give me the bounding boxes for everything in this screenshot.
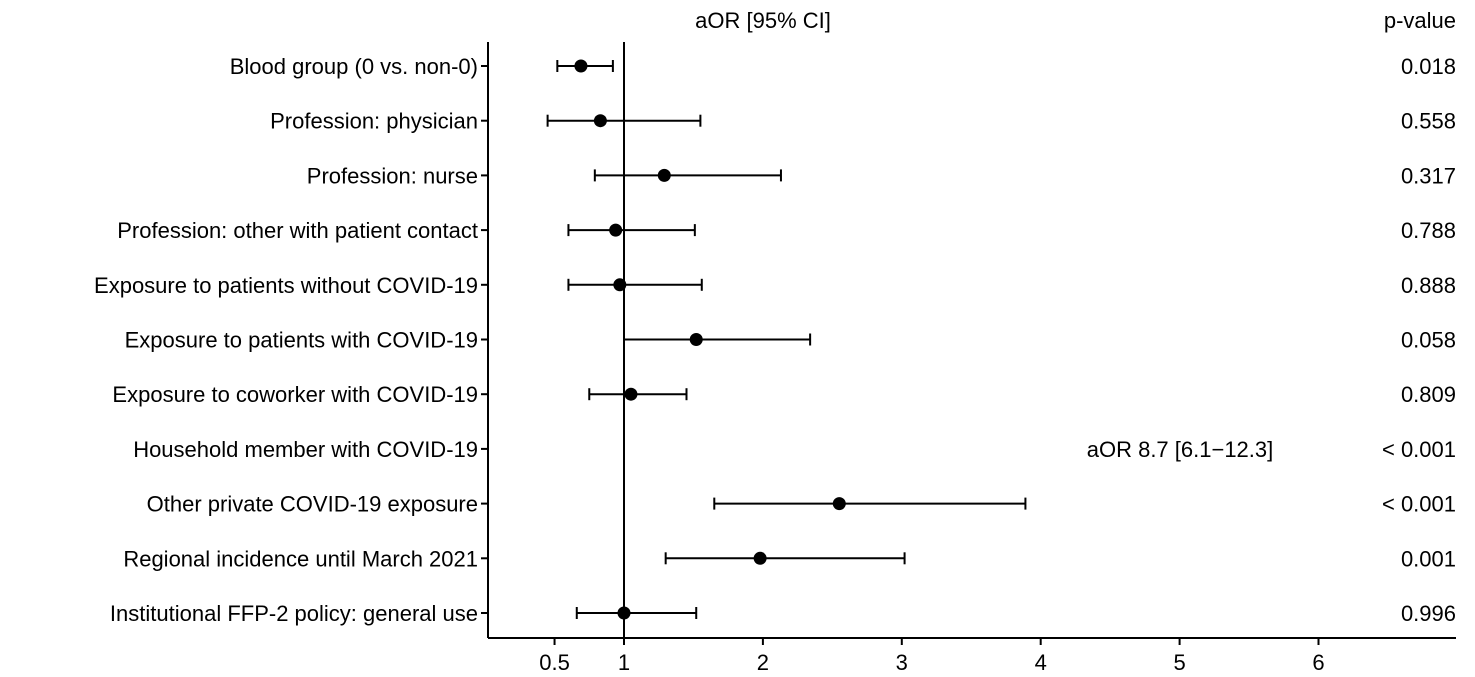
- x-tick-label: 3: [896, 650, 908, 675]
- chart-title: aOR [95% CI]: [695, 8, 831, 33]
- x-tick-label: 4: [1035, 650, 1047, 675]
- row-label: Regional incidence until March 2021: [123, 546, 478, 571]
- p-value: 0.996: [1401, 601, 1456, 626]
- p-value: < 0.001: [1382, 492, 1456, 517]
- point-estimate: [753, 551, 767, 565]
- row-label: Profession: nurse: [307, 163, 478, 188]
- point-estimate: [617, 606, 631, 620]
- row-label: Profession: physician: [270, 109, 478, 134]
- point-estimate: [689, 333, 703, 346]
- row-label: Other private COVID-19 exposure: [147, 492, 478, 517]
- p-value: 0.809: [1401, 382, 1456, 407]
- row-label: Profession: other with patient contact: [117, 218, 478, 243]
- point-estimate: [613, 278, 627, 292]
- pvalue-column-header: p-value: [1384, 8, 1456, 33]
- p-value: 0.788: [1401, 218, 1456, 243]
- x-tick-label: 1: [618, 650, 630, 675]
- row-label: Exposure to patients without COVID-19: [94, 273, 478, 298]
- point-estimate: [657, 168, 671, 182]
- p-value: 0.001: [1401, 546, 1456, 571]
- point-estimate: [593, 114, 607, 128]
- point-estimate: [574, 59, 588, 73]
- row-label: Institutional FFP-2 policy: general use: [110, 601, 478, 626]
- plot-area: 0.5 1 2 3 4 5 6 Blood group (0 vs. non-0) 0.018 P…: [94, 42, 1456, 675]
- p-value: 0.058: [1401, 328, 1456, 353]
- p-value: 0.558: [1401, 109, 1456, 134]
- x-tick-label: 6: [1312, 650, 1324, 675]
- point-estimate: [832, 497, 846, 511]
- p-value: 0.888: [1401, 273, 1456, 298]
- x-tick-label: 0.5: [539, 650, 570, 675]
- row-label: Exposure to patients with COVID-19: [125, 328, 478, 353]
- point-estimate: [609, 223, 623, 237]
- p-value: < 0.001: [1382, 437, 1456, 462]
- row-label: Household member with COVID-19: [133, 437, 478, 462]
- p-value: 0.018: [1401, 54, 1456, 79]
- p-value: 0.317: [1401, 163, 1456, 188]
- annotation-text: aOR 8.7 [6.1−12.3]: [1087, 437, 1274, 462]
- point-estimate: [624, 387, 638, 401]
- row-label: Blood group (0 vs. non-0): [230, 54, 478, 79]
- x-tick-label: 5: [1173, 650, 1185, 675]
- row-label: Exposure to coworker with COVID-19: [112, 382, 478, 407]
- x-tick-label: 2: [757, 650, 769, 675]
